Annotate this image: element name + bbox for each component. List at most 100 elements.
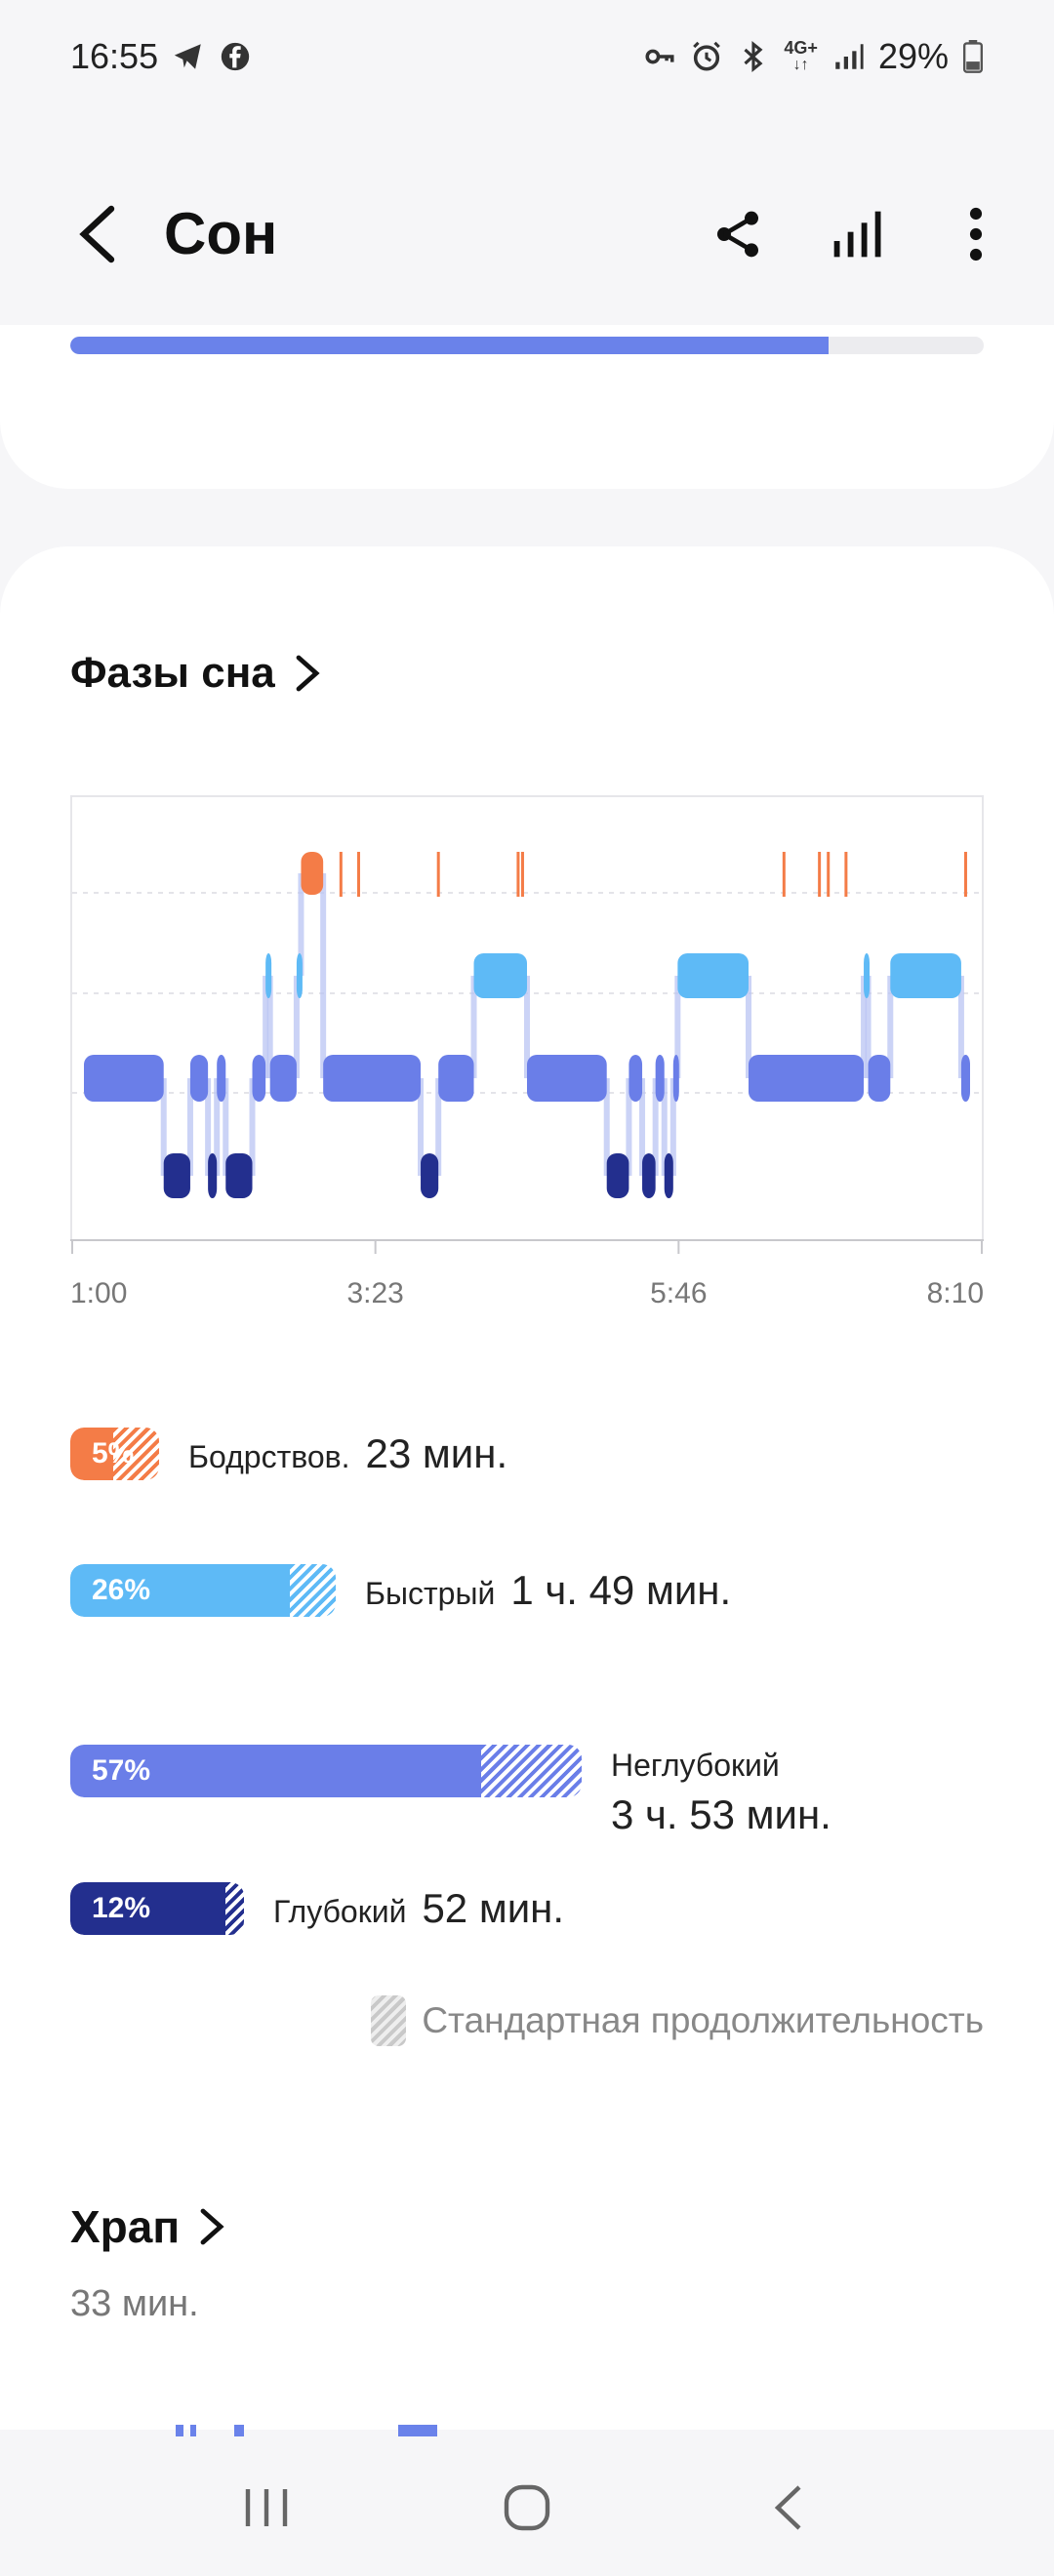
stage-transition	[746, 976, 751, 1078]
stage-segment-light	[672, 1055, 679, 1102]
stage-segment-light	[252, 1055, 266, 1102]
stage-transition	[263, 976, 269, 1078]
stage-segment-light	[323, 1055, 422, 1102]
awake-tick	[827, 852, 831, 897]
snoring-chart-peek	[398, 2425, 437, 2436]
stage-segment-light	[628, 1055, 643, 1102]
stage-segment-light	[527, 1055, 607, 1102]
legend-bar-standard	[290, 1564, 336, 1617]
stage-segment-deep	[664, 1153, 673, 1198]
back-nav-button[interactable]	[744, 2464, 831, 2552]
legend-bar-actual	[70, 1428, 113, 1480]
stage-transition	[214, 1078, 221, 1176]
awake-tick	[516, 852, 520, 897]
stage-transition	[320, 873, 327, 1078]
stage-segment-light	[749, 1055, 865, 1102]
stage-segment-rem	[890, 953, 961, 998]
mobile-data-icon: 4G+ ↓↑	[784, 37, 818, 73]
recent-apps-icon	[246, 2489, 288, 2526]
stage-transition	[160, 1078, 167, 1176]
home-button[interactable]	[483, 2464, 571, 2552]
legend-label: Бодрствов.	[188, 1439, 350, 1474]
x-tick-label: 3:23	[346, 1277, 403, 1309]
snoring-header[interactable]: Храп	[70, 2200, 226, 2253]
legend-row-light: 57% Неглубокий 3 ч. 53 мин.	[70, 1703, 831, 1838]
stage-segment-deep	[606, 1153, 629, 1198]
awake-tick	[356, 852, 360, 897]
stage-segment-deep	[642, 1153, 656, 1198]
awake-tick	[339, 852, 343, 897]
legend-bar-standard	[481, 1744, 582, 1797]
x-tick-label: 1:00	[70, 1277, 127, 1309]
stage-transition	[674, 976, 681, 1078]
app-bar: Сон	[0, 171, 1054, 298]
legend-bar-standard	[225, 1882, 244, 1935]
awake-tick	[844, 852, 848, 897]
stage-transition	[861, 976, 868, 1078]
stage-segment-rem	[265, 953, 272, 998]
more-icon	[969, 207, 983, 262]
sleep-stages-header[interactable]: Фазы сна	[70, 649, 322, 698]
legend-percent: 5%	[92, 1437, 135, 1469]
stage-segment-deep	[225, 1153, 253, 1198]
stage-transition	[205, 1078, 212, 1176]
telegram-icon	[174, 43, 201, 69]
stage-transition	[293, 976, 300, 1078]
chevron-right-icon	[200, 2208, 224, 2245]
stage-segment-rem	[473, 953, 527, 998]
stats-icon	[833, 211, 881, 258]
legend-bar-deep: 12%	[70, 1882, 244, 1935]
stage-transition	[887, 976, 894, 1078]
stage-transition	[639, 1078, 646, 1176]
sleep-stages-chart: 1:00 3:23 5:46 8:10	[70, 795, 984, 1309]
network-type: 4G+	[784, 37, 818, 58]
back-button[interactable]	[59, 195, 137, 273]
stage-segment-deep	[208, 1153, 218, 1198]
stage-transition	[298, 873, 304, 976]
snoring-chart-peek	[234, 2425, 244, 2436]
more-button[interactable]	[937, 195, 1015, 273]
share-button[interactable]	[699, 195, 777, 273]
legend-percent: 57%	[92, 1753, 151, 1787]
legend-duration: 52 мин.	[422, 1885, 565, 1931]
standard-duration-swatch	[371, 1995, 407, 2046]
stats-button[interactable]	[818, 195, 896, 273]
sleep-progress-fill	[70, 337, 829, 354]
stage-transition	[186, 1078, 193, 1176]
stage-segment-rem	[864, 953, 871, 998]
stage-segment-rem	[677, 953, 749, 998]
stage-transition	[470, 976, 477, 1078]
status-bar: 16:55 4G+ ↓↑ 29%	[0, 0, 1054, 112]
sleep-stages-card	[0, 546, 1054, 2430]
stage-segment-light	[189, 1055, 209, 1102]
stage-transition	[266, 976, 273, 1078]
chevron-right-icon	[296, 655, 320, 692]
awake-tick	[782, 852, 786, 897]
stage-transition	[603, 1078, 610, 1176]
stage-transition	[524, 976, 530, 1078]
recent-apps-button[interactable]	[223, 2464, 310, 2552]
battery-icon	[962, 39, 984, 73]
legend-row-deep: 12% Глубокий 52 мин.	[70, 1882, 564, 1935]
facebook-icon	[221, 42, 250, 70]
x-tick-label: 8:10	[927, 1277, 984, 1309]
stage-segment-deep	[421, 1153, 439, 1198]
stage-segment-light	[217, 1055, 226, 1102]
legend-bar-awake: 5%	[70, 1428, 159, 1480]
stage-transition	[249, 1078, 256, 1176]
legend-bar-actual	[70, 1564, 290, 1617]
stage-segment-deep	[163, 1153, 190, 1198]
back-nav-icon	[774, 2485, 801, 2530]
awake-tick	[520, 852, 524, 897]
standard-duration-label: Стандартная продолжительность	[422, 2000, 984, 2040]
stage-transition	[661, 1078, 668, 1176]
stage-transition	[626, 1078, 632, 1176]
legend-percent: 26%	[92, 1574, 151, 1606]
stage-transition	[669, 1078, 676, 1176]
stage-segment-light	[960, 1055, 970, 1102]
standard-duration-note: Стандартная продолжительность	[371, 1995, 984, 2046]
awake-tick	[818, 852, 822, 897]
stage-segment-light	[84, 1055, 164, 1102]
awake-tick	[436, 852, 440, 897]
alarm-icon	[693, 41, 721, 71]
